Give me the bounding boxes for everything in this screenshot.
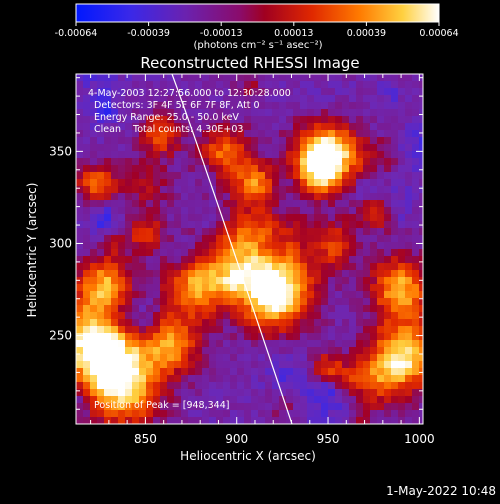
info-time-range: 4-May-2003 12:27:56.000 to 12:30:28.000 [88, 88, 291, 99]
colorbar-tick-label: 0.00064 [419, 28, 458, 39]
footer-timestamp: 1-May-2022 10:48 [386, 484, 496, 498]
observation-info: 4-May-2003 12:27:56.000 to 12:30:28.000 … [88, 88, 291, 135]
x-tick-label: 1000 [404, 432, 435, 446]
colorbar-tick-label: -0.00013 [200, 28, 243, 39]
colorbar: -0.00064 -0.00039 -0.00013 0.00013 0.00039 0.… [55, 3, 459, 51]
y-tick-label: 300 [49, 236, 72, 250]
x-tick-label: 900 [225, 432, 248, 446]
colorbar-tick-label: -0.00064 [55, 28, 98, 39]
image-title: Reconstructed RHESSI Image [140, 54, 359, 72]
x-tick-label: 850 [134, 432, 157, 446]
colorbar-frame [75, 3, 440, 23]
y-tick-label: 350 [49, 144, 72, 158]
info-clean-counts: Clean Total counts: 4.30E+03 [94, 124, 243, 135]
colorbar-gradient [76, 4, 439, 22]
y-axis-label: Heliocentric Y (arcsec) [25, 183, 39, 318]
colorbar-unit-label: (photons cm⁻² s⁻¹ asec⁻²) [193, 40, 322, 51]
plot-frame [75, 73, 424, 425]
info-detectors: Detectors: 3F 4F 5F 6F 7F 8F, Att 0 [94, 100, 260, 111]
x-tick-label: 950 [317, 432, 340, 446]
colorbar-tick-label: 0.00013 [274, 28, 313, 39]
colorbar-tick-label: -0.00039 [127, 28, 170, 39]
info-energy-range: Energy Range: 25.0 - 50.0 keV [94, 112, 239, 123]
rhessi-map: 850 900 950 1000 250 300 350 [49, 73, 435, 446]
x-axis-label: Heliocentric X (arcsec) [180, 449, 316, 463]
axis-ticks: 850 900 950 1000 250 300 350 [49, 74, 435, 446]
colorbar-tick-label: 0.00039 [347, 28, 386, 39]
peak-position-label: Position of Peak = [948,344] [94, 400, 229, 411]
colorbar-ticks: -0.00064 -0.00039 -0.00013 0.00013 0.00039 0.… [55, 22, 459, 39]
y-tick-label: 250 [49, 329, 72, 343]
solar-limb [171, 74, 293, 424]
